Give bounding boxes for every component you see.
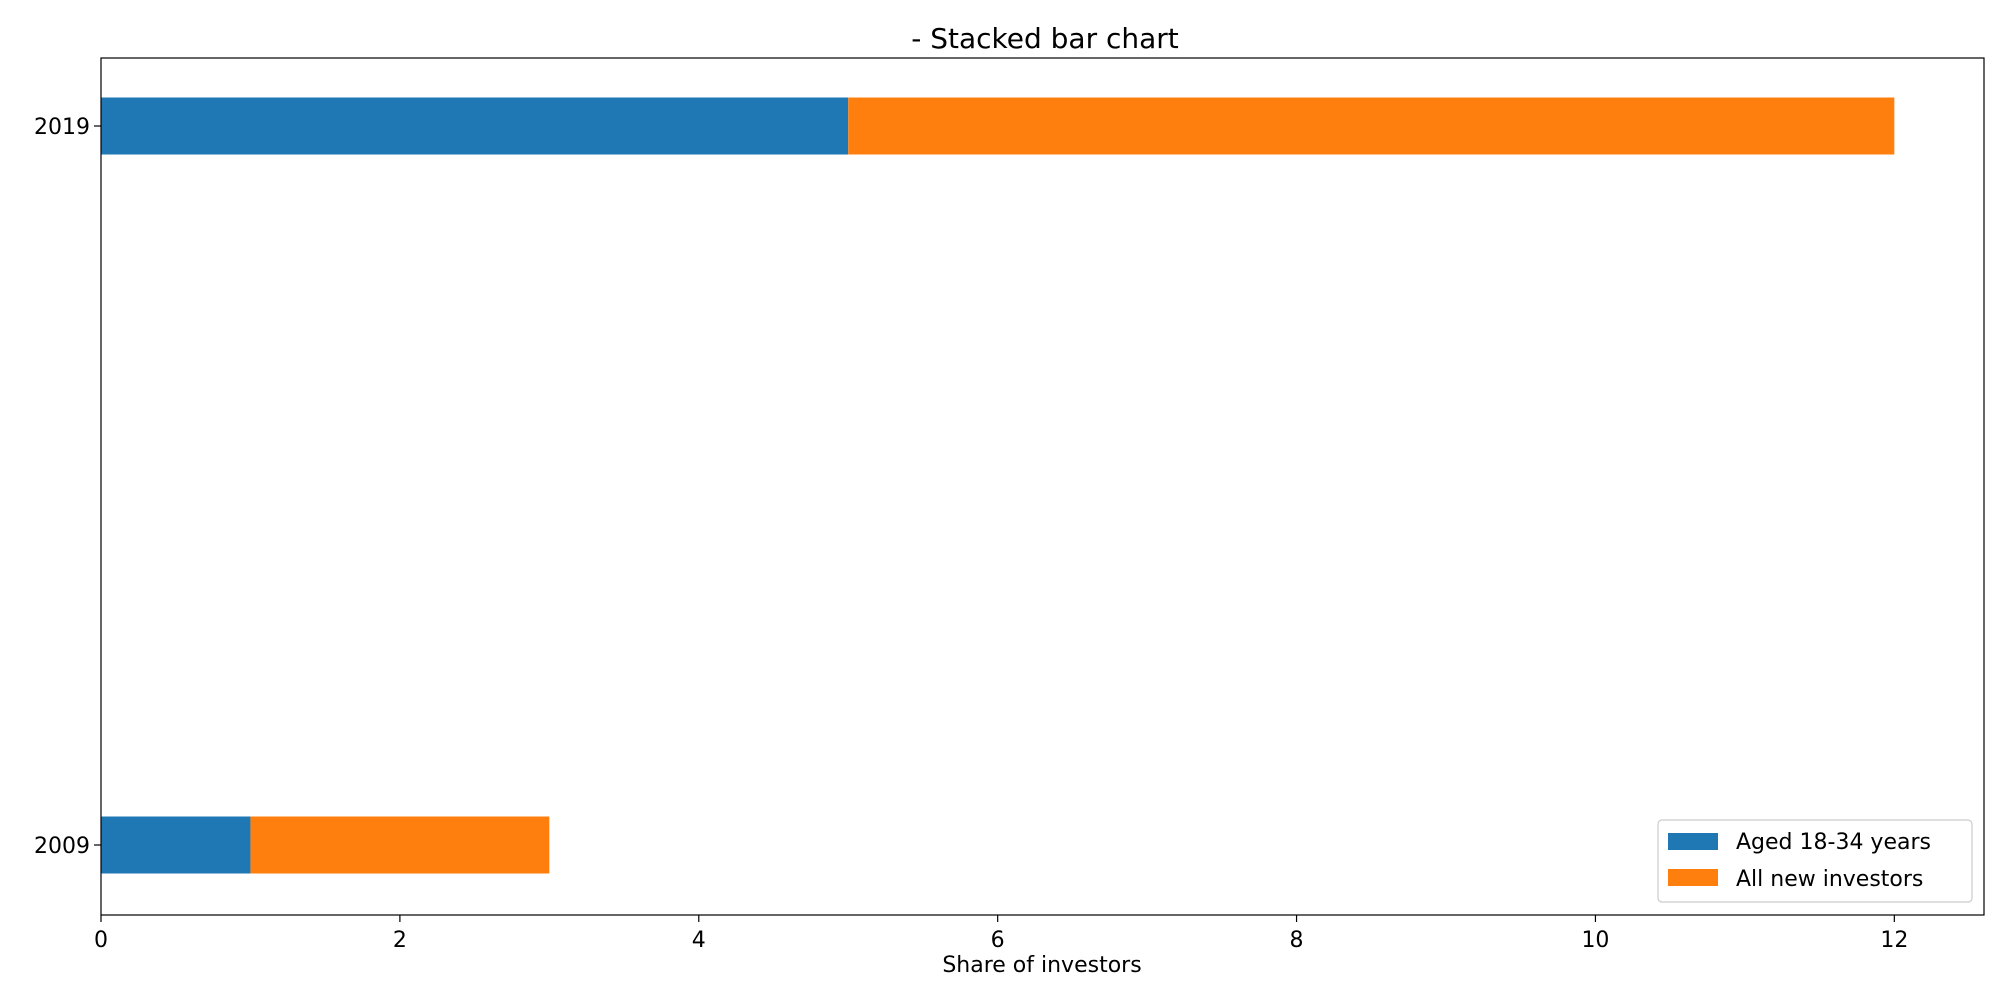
x-tick-label: 6 [991, 928, 1005, 953]
bar-2009-series-1 [250, 816, 550, 874]
bars-layer [101, 97, 1895, 874]
plot-frame [100, 57, 1985, 916]
x-tick-label: 8 [1290, 928, 1304, 953]
legend-swatch-aged-18-34 [1668, 833, 1718, 850]
x-axis-ticks: 0 2 4 6 8 10 12 [94, 915, 1908, 953]
legend-label-aged-18-34: Aged 18-34 years [1736, 830, 1931, 855]
x-tick-label: 2 [393, 928, 407, 953]
bar-2009-series-0 [101, 816, 251, 874]
x-tick-label: 10 [1581, 928, 1609, 953]
x-tick-label: 12 [1880, 928, 1908, 953]
y-tick-label: 2009 [34, 834, 90, 859]
x-tick-label: 4 [692, 928, 706, 953]
x-axis-label: Share of investors [942, 953, 1141, 978]
legend-frame [1657, 819, 1973, 903]
y-tick-label: 2019 [34, 115, 90, 140]
legend: Aged 18-34 years All new investors [1657, 819, 1973, 903]
legend-label-all-new-investors: All new investors [1736, 867, 1923, 892]
bar-2019-series-1 [848, 97, 1895, 155]
legend-swatch-all-new-investors [1668, 869, 1718, 886]
chart-title: - Stacked bar chart [911, 22, 1179, 55]
x-tick-label: 0 [94, 928, 108, 953]
y-axis-ticks: 2009 2019 [34, 115, 101, 859]
bar-2019-series-0 [101, 97, 849, 155]
